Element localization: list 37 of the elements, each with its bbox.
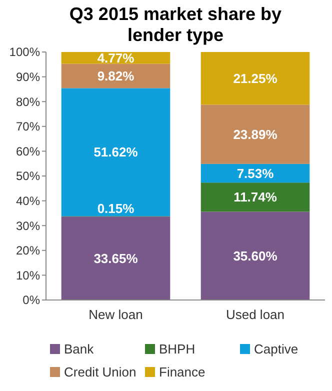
data-label: 21.25% bbox=[233, 70, 278, 86]
bar bbox=[61, 216, 170, 300]
bar bbox=[200, 212, 310, 300]
data-label: 9.82% bbox=[97, 68, 135, 84]
y-tick-label: 60% bbox=[16, 144, 40, 158]
data-label: 35.60% bbox=[233, 248, 278, 264]
y-tick-label: 10% bbox=[16, 268, 40, 282]
bar bbox=[200, 164, 310, 183]
y-tick-label: 50% bbox=[16, 169, 40, 184]
y-tick-label: 20% bbox=[16, 244, 40, 258]
bar bbox=[61, 88, 170, 216]
y-tick-label: 30% bbox=[16, 218, 40, 233]
y-tick-label: 100% bbox=[9, 45, 40, 60]
legend-label: Captive bbox=[254, 342, 298, 357]
data-label: 0.15% bbox=[97, 201, 135, 216]
legend-label: Finance bbox=[159, 364, 206, 380]
bar bbox=[200, 104, 310, 164]
data-label: 33.65% bbox=[94, 250, 138, 266]
x-tick-label: Used loan bbox=[226, 307, 285, 322]
y-tick-label: 90% bbox=[16, 70, 40, 84]
data-label: 23.89% bbox=[233, 126, 278, 142]
y-tick-label: 40% bbox=[16, 194, 40, 208]
legend-label: Credit Union bbox=[64, 364, 136, 380]
legend-label: BHPH bbox=[159, 342, 196, 357]
chart-title: Q3 2015 market share by lender type bbox=[69, 4, 282, 45]
y-tick-label: 70% bbox=[16, 120, 40, 134]
data-label: 7.53% bbox=[236, 166, 274, 181]
data-label: 51.62% bbox=[94, 144, 138, 160]
y-tick-label: 80% bbox=[16, 94, 40, 109]
y-tick-label: 0% bbox=[22, 293, 40, 308]
bar bbox=[200, 182, 310, 212]
bar bbox=[61, 64, 170, 88]
x-tick-label: New loan bbox=[88, 307, 143, 322]
bar bbox=[200, 52, 310, 105]
data-label: 11.74% bbox=[234, 190, 278, 205]
legend-label: Bank bbox=[64, 342, 94, 357]
data-label: 4.77% bbox=[97, 50, 135, 66]
